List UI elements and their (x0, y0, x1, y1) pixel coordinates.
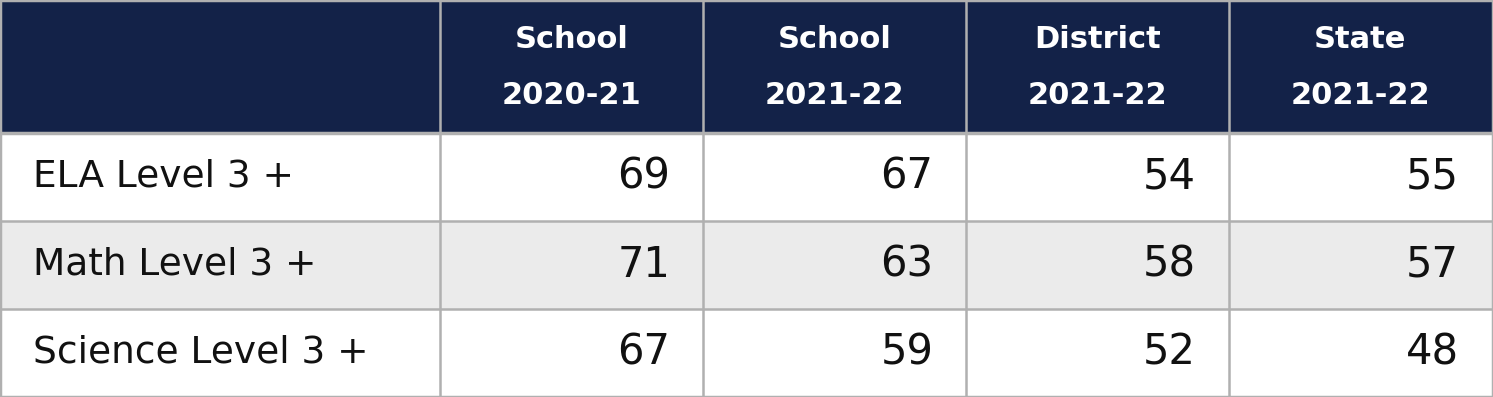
Text: 2021-22: 2021-22 (1027, 81, 1168, 110)
Text: 54: 54 (1144, 156, 1196, 198)
Bar (440, 221, 703, 309)
Text: 55: 55 (1406, 156, 1459, 198)
Text: 69: 69 (618, 156, 670, 198)
Bar (703, 309, 966, 397)
Text: 2021-22: 2021-22 (764, 81, 905, 110)
Bar (1229, 309, 1492, 397)
Text: District: District (1035, 25, 1160, 54)
Text: Math Level 3 +: Math Level 3 + (33, 247, 317, 283)
Bar (440, 0, 703, 133)
Bar (0, 221, 440, 309)
Bar (966, 309, 1229, 397)
Text: School: School (515, 25, 629, 54)
Text: Science Level 3 +: Science Level 3 + (33, 335, 369, 371)
Text: 67: 67 (881, 156, 933, 198)
Bar (966, 221, 1229, 309)
Text: 67: 67 (618, 332, 670, 374)
Text: 57: 57 (1406, 244, 1459, 286)
Text: 58: 58 (1142, 244, 1196, 286)
Bar (1229, 0, 1492, 133)
Bar (703, 0, 966, 133)
Text: 2021-22: 2021-22 (1290, 81, 1430, 110)
Bar (440, 309, 703, 397)
Bar (0, 309, 440, 397)
Bar (703, 221, 966, 309)
Bar (0, 0, 440, 133)
Bar (966, 0, 1229, 133)
Bar (440, 133, 703, 221)
Bar (1229, 221, 1492, 309)
Text: 48: 48 (1405, 332, 1459, 374)
Text: 63: 63 (879, 244, 933, 286)
Text: State: State (1314, 25, 1406, 54)
Bar (703, 133, 966, 221)
Bar (0, 133, 440, 221)
Text: School: School (778, 25, 891, 54)
Text: 2020-21: 2020-21 (502, 81, 642, 110)
Text: 52: 52 (1144, 332, 1196, 374)
Bar (1229, 133, 1492, 221)
Text: ELA Level 3 +: ELA Level 3 + (33, 159, 294, 195)
Bar (966, 133, 1229, 221)
Text: 59: 59 (881, 332, 933, 374)
Text: 71: 71 (618, 244, 670, 286)
